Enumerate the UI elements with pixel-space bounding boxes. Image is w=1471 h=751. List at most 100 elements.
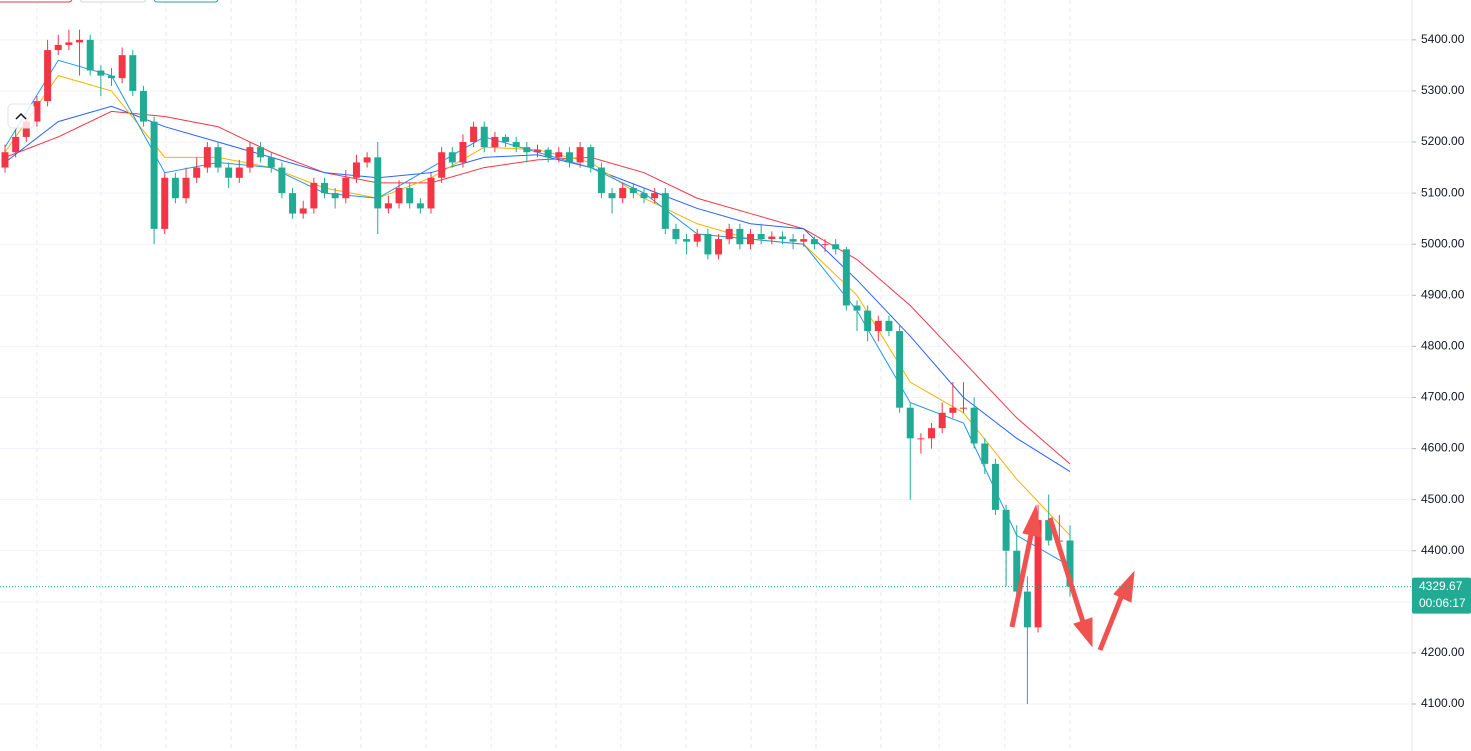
candle-body xyxy=(352,162,360,178)
candle-body xyxy=(54,44,62,51)
y-tick-label: 5200.00 xyxy=(1421,134,1465,148)
button[interactable] xyxy=(153,0,219,3)
candle-body xyxy=(1023,591,1031,628)
candle-body xyxy=(470,126,478,143)
candle-body xyxy=(576,147,584,163)
collapse-toggle[interactable] xyxy=(7,103,35,129)
candle-body xyxy=(267,157,275,168)
candle-body xyxy=(502,136,510,143)
candle-body xyxy=(246,147,254,168)
candle-body xyxy=(747,233,754,245)
button[interactable] xyxy=(0,0,73,3)
candle-body xyxy=(44,50,52,102)
y-tick-label: 4700.00 xyxy=(1421,390,1465,404)
candle-body xyxy=(214,147,222,168)
candle-body xyxy=(885,320,893,332)
collapse-icon xyxy=(15,112,27,120)
candle-body xyxy=(938,412,946,429)
candle-body xyxy=(65,42,73,45)
y-tick-label: 4100.00 xyxy=(1421,696,1465,710)
button[interactable] xyxy=(79,0,147,3)
candle-body xyxy=(555,152,563,158)
candle-body xyxy=(970,407,978,444)
candle-body xyxy=(565,152,573,163)
arrow-head xyxy=(1022,504,1042,538)
candle-body xyxy=(981,443,989,464)
candle-body xyxy=(683,239,691,242)
candle-body xyxy=(821,244,829,246)
arrow-shaft xyxy=(1047,517,1086,623)
candle-body xyxy=(629,188,637,194)
candle-body xyxy=(331,193,339,199)
candle-body xyxy=(1002,509,1010,551)
y-tick-label: 4600.00 xyxy=(1421,441,1465,455)
candle-body xyxy=(917,438,925,440)
candle-body xyxy=(118,55,126,79)
candle-body xyxy=(800,239,808,242)
candle-body xyxy=(395,188,403,204)
moving-average-line xyxy=(4,110,1071,465)
candle-body xyxy=(991,463,999,510)
candle-body xyxy=(427,177,435,209)
candle-body xyxy=(76,39,84,43)
candle-body xyxy=(438,152,446,178)
candle-body xyxy=(619,188,627,199)
candle-body xyxy=(108,75,115,79)
candle-body xyxy=(86,39,94,71)
y-tick-label: 5300.00 xyxy=(1421,83,1465,97)
candle-body xyxy=(448,152,456,163)
candle-body xyxy=(416,203,424,209)
candle-body xyxy=(661,193,669,229)
candle-body xyxy=(736,228,744,245)
candle-body xyxy=(459,142,467,163)
candle-body xyxy=(906,407,914,439)
candle-body xyxy=(960,407,967,409)
candle-body xyxy=(1066,540,1074,587)
candle-body xyxy=(523,147,531,153)
y-tick-label: 4500.00 xyxy=(1421,492,1465,506)
candle-body xyxy=(299,208,307,214)
candle-body xyxy=(874,320,882,332)
candle-body xyxy=(544,149,552,158)
y-tick-label: 4400.00 xyxy=(1421,543,1465,557)
candle-body xyxy=(22,121,30,137)
candle-body xyxy=(97,70,105,76)
candle-body xyxy=(534,149,541,153)
candle-body xyxy=(949,407,957,413)
candle-body xyxy=(342,177,350,199)
candle-body xyxy=(363,157,371,163)
candle-body xyxy=(235,167,243,178)
candle-body xyxy=(640,193,648,199)
candle-body xyxy=(171,177,179,199)
candle-body xyxy=(150,121,158,229)
y-tick-label: 5100.00 xyxy=(1421,185,1465,199)
candle-body xyxy=(406,188,414,204)
candle-body xyxy=(864,310,872,332)
arrow-head xyxy=(1073,617,1093,648)
candle-body xyxy=(310,182,318,209)
candle-body xyxy=(161,177,169,229)
y-tick-label: 5400.00 xyxy=(1421,32,1465,46)
collapse-box[interactable] xyxy=(7,103,35,129)
candle-body xyxy=(203,147,211,168)
annotation-arrows xyxy=(1009,504,1135,651)
candle-body xyxy=(289,193,297,214)
candle-body xyxy=(757,233,765,240)
candle-body xyxy=(1,152,9,168)
candle-body xyxy=(768,236,776,240)
candle-body xyxy=(1045,520,1053,541)
candle-body xyxy=(842,249,850,306)
candle-body xyxy=(651,193,659,199)
candle-body xyxy=(704,233,712,255)
candle-body xyxy=(384,203,392,209)
candle-body xyxy=(12,136,20,153)
candle-body xyxy=(896,331,904,408)
arrow-shaft xyxy=(1097,594,1125,651)
y-tick-label: 4200.00 xyxy=(1421,645,1465,659)
candle-body xyxy=(129,55,137,91)
candle-body xyxy=(832,244,840,250)
candle-body xyxy=(225,167,233,178)
arrow-shaft xyxy=(1009,529,1035,628)
